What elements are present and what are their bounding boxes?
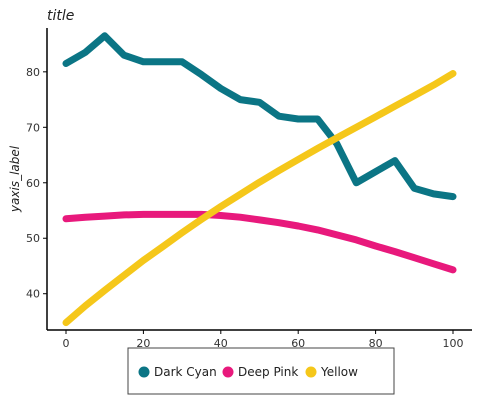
legend-box [127,347,395,395]
legend-label-dark-cyan: Dark Cyan [154,365,217,379]
legend-marker-yellow [305,366,317,378]
legend-marker-dark-cyan [138,366,150,378]
series-line-deep-pink [62,210,457,274]
x-tick-label: 20 [136,337,150,350]
x-tick-label: 40 [214,337,228,350]
y-tick-label: 60 [26,177,40,190]
legend-label-yellow: Yellow [320,365,358,379]
y-tick-label: 50 [26,232,40,245]
y-tick-label: 80 [26,66,40,79]
x-tick-label: 0 [63,337,70,350]
x-tick-label: 60 [291,337,305,350]
chart-title: title [47,8,74,24]
x-tick-label: 100 [443,337,464,350]
x-tick-label: 80 [369,337,383,350]
series-line-dark-cyan [62,32,457,201]
legend-label-deep-pink: Deep Pink [238,365,298,379]
y-tick-label: 70 [26,121,40,134]
y-axis-title: yaxis_label [8,145,22,213]
series-line-yellow [62,70,457,327]
y-tick-label: 40 [26,288,40,301]
legend-marker-deep-pink [222,366,234,378]
